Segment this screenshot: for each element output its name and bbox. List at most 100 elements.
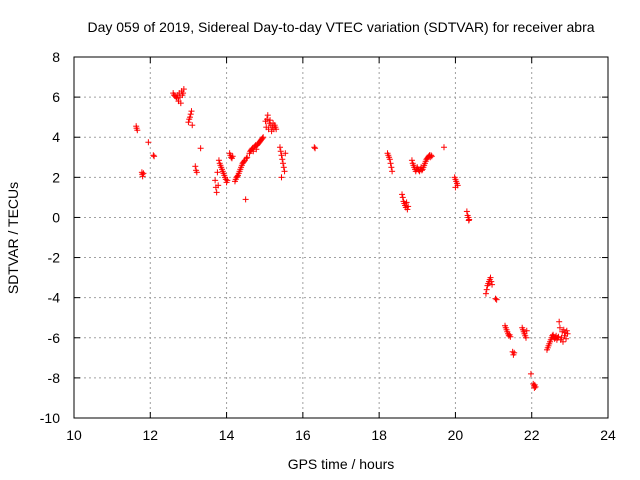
data-point xyxy=(150,152,157,159)
y-tick-label: 4 xyxy=(52,129,60,145)
data-point xyxy=(522,334,529,341)
data-point xyxy=(465,217,472,224)
y-tick-label: -6 xyxy=(48,330,61,346)
y-tick-label: -10 xyxy=(40,410,60,426)
data-point xyxy=(428,152,435,159)
data-point xyxy=(242,196,249,203)
data-point xyxy=(260,134,267,141)
plot-frame xyxy=(73,56,609,419)
data-point xyxy=(265,126,272,133)
data-point xyxy=(189,122,196,129)
x-tick-label: 14 xyxy=(219,427,235,443)
data-point xyxy=(197,145,204,152)
data-point xyxy=(563,335,570,342)
y-tick-label: -2 xyxy=(48,250,61,266)
data-point xyxy=(281,168,288,175)
data-point xyxy=(532,383,539,390)
y-tick-label: 0 xyxy=(52,209,60,225)
data-point xyxy=(404,206,411,213)
data-point xyxy=(555,333,562,340)
data-point xyxy=(273,126,280,133)
data-point xyxy=(523,327,530,334)
data-point xyxy=(399,191,406,198)
data-point xyxy=(253,146,260,153)
data-point xyxy=(259,135,266,142)
data-point xyxy=(527,370,534,377)
data-point xyxy=(185,119,192,126)
data-point xyxy=(440,144,447,151)
data-point xyxy=(187,111,194,118)
data-point xyxy=(188,108,195,115)
data-point xyxy=(234,173,241,180)
data-point xyxy=(483,286,490,293)
data-point xyxy=(278,174,285,181)
data-point xyxy=(180,86,187,93)
data-point xyxy=(311,144,318,151)
data-point xyxy=(212,177,219,184)
data-point xyxy=(493,296,500,303)
data-point xyxy=(229,153,236,160)
data-point xyxy=(192,163,199,170)
data-point xyxy=(177,100,184,107)
data-point xyxy=(563,327,570,334)
data-point xyxy=(139,173,146,180)
x-tick-label: 12 xyxy=(142,427,158,443)
data-point xyxy=(277,148,284,155)
x-tick-label: 10 xyxy=(66,427,82,443)
data-point xyxy=(418,167,425,174)
data-point xyxy=(186,114,193,121)
chart-title: Day 059 of 2019, Sidereal Day-to-day VTE… xyxy=(87,19,594,35)
data-point xyxy=(564,330,571,337)
data-point xyxy=(559,338,566,345)
y-tick-label: 2 xyxy=(52,169,60,185)
data-point xyxy=(403,199,410,206)
data-point xyxy=(215,157,222,164)
data-point xyxy=(511,349,518,356)
data-point xyxy=(224,177,231,184)
data-point xyxy=(489,281,496,288)
data-points xyxy=(133,86,571,391)
data-point xyxy=(389,168,396,175)
data-point xyxy=(267,117,274,124)
data-point xyxy=(243,155,250,162)
data-point xyxy=(560,326,567,333)
data-point xyxy=(531,384,538,391)
data-point xyxy=(280,164,287,171)
data-point xyxy=(214,169,221,176)
data-point xyxy=(556,318,563,325)
data-point xyxy=(408,157,415,164)
data-point xyxy=(241,158,248,165)
data-point xyxy=(151,153,158,160)
data-point xyxy=(276,144,283,151)
y-tick-label: 6 xyxy=(52,89,60,105)
y-tick-label: -8 xyxy=(48,370,61,386)
data-point xyxy=(463,208,470,215)
data-point xyxy=(561,332,568,339)
data-point xyxy=(452,184,459,191)
data-point xyxy=(405,203,412,210)
data-point xyxy=(264,112,271,119)
data-point xyxy=(487,274,494,281)
data-point xyxy=(492,295,499,302)
data-point xyxy=(488,278,495,285)
data-point xyxy=(264,116,271,123)
data-point xyxy=(140,170,147,177)
data-point xyxy=(312,145,319,152)
data-point xyxy=(173,95,180,102)
x-tick-label: 22 xyxy=(524,427,540,443)
data-point xyxy=(278,152,285,159)
x-axis-label: GPS time / hours xyxy=(288,456,395,472)
data-point xyxy=(399,194,406,201)
data-point xyxy=(386,156,393,163)
data-point xyxy=(558,334,565,341)
data-point xyxy=(280,160,287,167)
data-point xyxy=(387,160,394,167)
data-point xyxy=(193,169,200,176)
y-tick-label: -4 xyxy=(48,290,61,306)
data-point xyxy=(556,324,563,331)
data-point xyxy=(507,333,514,340)
data-point xyxy=(388,164,395,171)
data-point xyxy=(180,90,187,97)
